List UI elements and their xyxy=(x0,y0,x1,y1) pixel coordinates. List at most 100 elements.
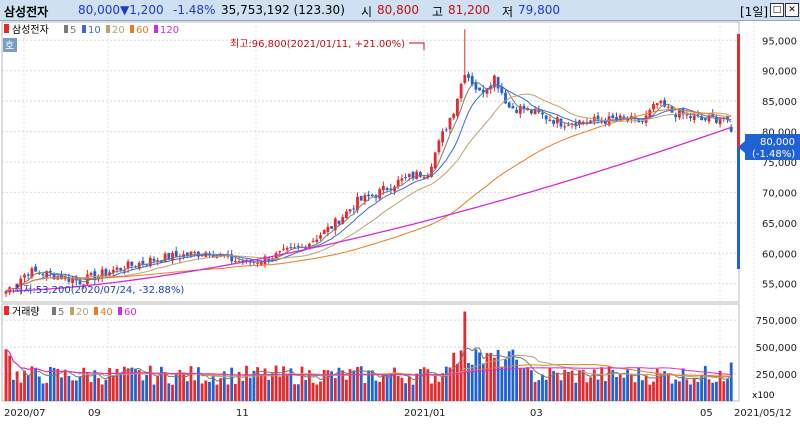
volume-bar xyxy=(629,375,633,401)
volume-bar xyxy=(234,383,237,401)
period-selector[interactable]: [1일] xyxy=(740,5,769,19)
volume-bar xyxy=(167,383,171,401)
volume-bar xyxy=(174,373,178,401)
candle xyxy=(537,105,541,115)
price-tick-label: 90,000 xyxy=(762,67,797,78)
volume-bar xyxy=(615,377,618,401)
vma60-line xyxy=(5,348,732,376)
volume-bar xyxy=(337,367,341,401)
volume-bar xyxy=(729,362,733,401)
volume-bar xyxy=(108,368,111,401)
candle-body xyxy=(333,218,337,231)
candle xyxy=(437,138,441,155)
candle xyxy=(130,261,134,271)
ma60-swatch xyxy=(130,25,134,33)
volume-bar xyxy=(86,373,89,401)
volume-bar xyxy=(12,379,15,401)
candle xyxy=(141,256,145,267)
volume-bar xyxy=(211,374,215,401)
volume-bar xyxy=(352,370,356,401)
volume-axis: 750,000 500,000 250,000 xyxy=(756,316,797,381)
volume-bar xyxy=(226,384,230,401)
candle-body xyxy=(115,267,119,270)
close-icon[interactable]: ✕ xyxy=(785,3,799,17)
side-tag-label: 호 xyxy=(5,40,14,52)
volume-bar xyxy=(341,370,345,401)
volume-moving-average-lines xyxy=(5,347,732,382)
volume-bar xyxy=(274,365,278,401)
volume-bar xyxy=(493,357,496,401)
volume-bar xyxy=(345,379,348,401)
candle-body xyxy=(652,104,655,110)
candle-body xyxy=(49,271,52,273)
stock-chart[interactable]: 95,000 90,000 85,000 80,000 75,000 70,000 65,0… xyxy=(0,20,800,425)
candle-body xyxy=(330,226,333,229)
volume-bar xyxy=(215,384,219,401)
candle-body xyxy=(518,106,522,114)
candle-body xyxy=(8,287,12,293)
candle xyxy=(333,217,337,236)
current-price-box-change: (-1.48%) xyxy=(752,149,795,160)
candle-body xyxy=(119,267,123,271)
candle-body xyxy=(515,109,518,113)
candle xyxy=(456,98,459,119)
volume-bar xyxy=(145,374,148,401)
volume-bar xyxy=(160,366,163,401)
volume-bar xyxy=(52,367,56,401)
volume-bar xyxy=(278,376,282,401)
candle-body xyxy=(337,220,341,225)
vma40-legend: 40 xyxy=(100,307,113,318)
volume-bar xyxy=(271,373,274,401)
candle-body xyxy=(500,87,504,93)
candle-body xyxy=(563,126,567,128)
candle-body xyxy=(485,88,489,94)
restore-icon[interactable]: □ xyxy=(770,3,784,17)
volume-bar xyxy=(367,370,370,401)
volume-bar xyxy=(8,355,12,401)
volume-bar xyxy=(437,381,441,401)
candle-body xyxy=(245,259,248,262)
volume-bar xyxy=(34,367,37,401)
volume-bar xyxy=(156,375,160,401)
candle-body xyxy=(126,261,130,269)
volume-bar xyxy=(496,349,500,401)
volume-bar xyxy=(589,377,592,401)
open-label: 시 xyxy=(361,5,373,19)
volume-bar xyxy=(15,371,19,401)
volume-bar xyxy=(45,382,49,401)
candle-body xyxy=(430,166,433,177)
candle-body xyxy=(537,110,541,113)
volume-bar xyxy=(574,382,578,401)
volume-bar xyxy=(182,372,185,401)
candle-body xyxy=(341,217,345,224)
candle xyxy=(415,169,419,180)
candle-body xyxy=(19,278,23,286)
volume-bar xyxy=(222,371,226,401)
volume-bar xyxy=(707,379,711,401)
volume-bar xyxy=(230,367,234,401)
time-axis: 2020/07 09 11 2021/01 03 05 2021/05/12 xyxy=(4,408,792,419)
volume-bar xyxy=(419,369,422,401)
high-price: 81,200 xyxy=(448,3,490,17)
side-tag[interactable] xyxy=(3,38,17,52)
candle-body xyxy=(74,276,78,281)
volume-bar xyxy=(4,349,8,401)
candle-body xyxy=(426,175,430,178)
candle xyxy=(467,71,470,82)
down-range-bar xyxy=(737,147,740,269)
candle xyxy=(185,252,189,258)
volume-bar xyxy=(407,376,411,401)
candle-body xyxy=(319,235,322,239)
volume-bar xyxy=(152,384,156,401)
candle xyxy=(518,103,522,119)
candle xyxy=(400,174,404,185)
candle xyxy=(433,151,437,169)
max-annotation-pointer xyxy=(409,42,425,50)
ma10-swatch xyxy=(82,25,86,33)
candle xyxy=(389,183,393,194)
volume-bar xyxy=(178,369,182,401)
candle xyxy=(359,195,363,202)
candle xyxy=(100,266,104,283)
candle-body xyxy=(729,126,733,132)
volume-bar xyxy=(245,365,248,401)
